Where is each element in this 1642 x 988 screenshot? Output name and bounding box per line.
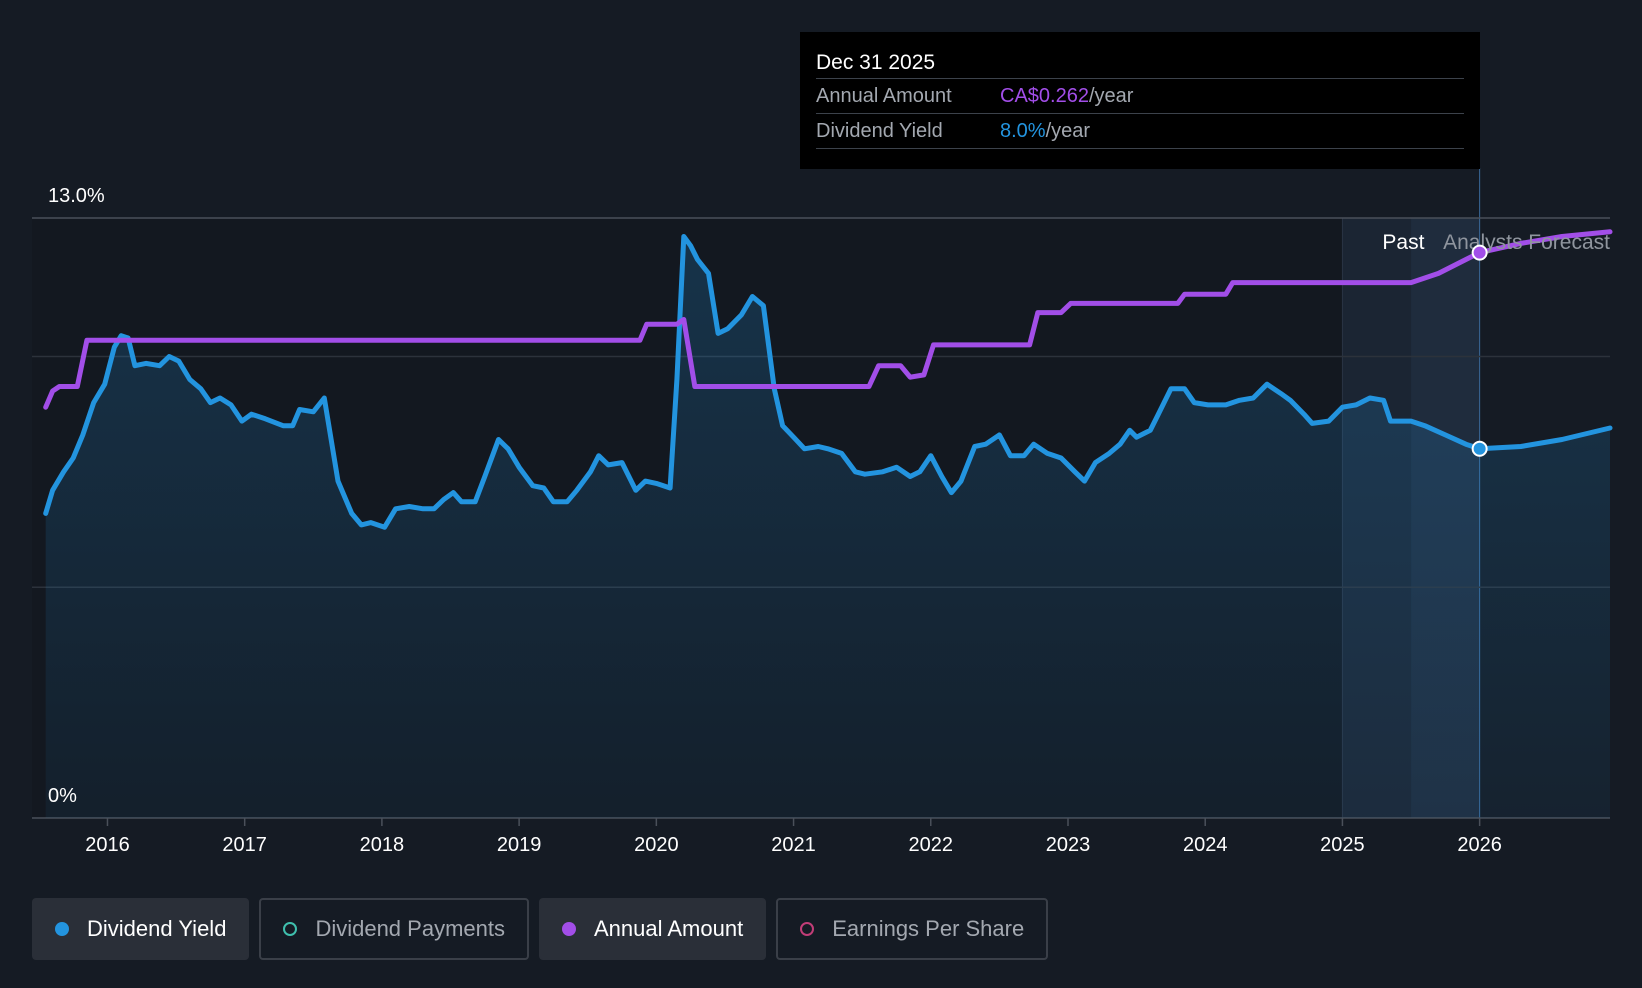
dividend-yield-line [43,234,1613,530]
tooltip-annual-label: Annual Amount [816,85,952,107]
dividend-payments-ring-icon [283,922,298,936]
dividend-yield-dot-icon [55,922,69,936]
legend-label: Earnings Per Share [832,916,1025,941]
legend-dividend-payments[interactable]: Dividend Payments [259,898,529,960]
x-tick-label: 2024 [1183,834,1228,856]
x-tick-label: 2019 [497,834,542,856]
x-tick-label: 2026 [1457,834,1502,856]
earnings-per-share-ring-icon [800,922,815,936]
tooltip-yield-unit: /year [1045,120,1091,142]
legend: Dividend Yield Dividend Payments Annual … [32,898,1049,960]
tooltip-yield-label: Dividend Yield [816,120,943,142]
legend-annual-amount[interactable]: Annual Amount [538,898,767,960]
x-tick-label: 2022 [909,834,954,856]
legend-earnings-per-share[interactable]: Earnings Per Share [776,898,1049,960]
tooltip-annual-row: Annual Amount CA$0.262/year [816,78,1464,113]
tooltip-date: Dec 31 2025 [816,51,936,74]
x-tick-label: 2018 [360,834,405,856]
x-tick-label: 2021 [771,834,816,856]
tooltip-yield-row: Dividend Yield 8.0%/year [816,113,1464,149]
legend-label: Annual Amount [593,916,744,941]
tooltip-annual-unit: /year [1088,85,1134,107]
legend-label: Dividend Yield [87,916,227,941]
forecast-label: Analysts Forecast [1443,231,1610,254]
annual-amount-marker [1471,244,1488,261]
legend-label: Dividend Payments [315,916,505,941]
tooltip-yield-value: 8.0% [1000,120,1046,142]
dividend-yield-area [45,236,1611,818]
annual-amount-line [43,229,1613,410]
y-tick-label-bottom: 0% [48,785,77,807]
annual-amount-dot-icon [561,922,576,936]
y-tick-label-top: 13.0% [48,185,105,207]
x-tick-label: 2016 [85,834,130,856]
legend-dividend-yield[interactable]: Dividend Yield [32,898,250,960]
x-tick-label: 2020 [634,834,679,856]
x-tick-label: 2017 [222,834,267,856]
dividend-yield-marker [1471,440,1488,457]
past-label: Past [1382,231,1424,254]
x-tick-label: 2025 [1320,834,1365,856]
chart-tooltip: Dec 31 2025 Annual Amount CA$0.262/year … [800,32,1480,169]
x-tick-label: 2023 [1046,834,1091,856]
tooltip-annual-value: CA$0.262 [1000,85,1089,107]
